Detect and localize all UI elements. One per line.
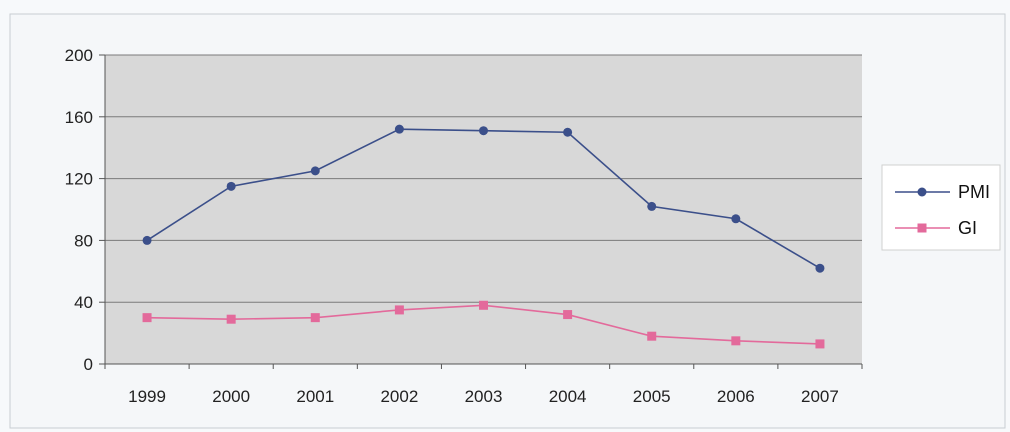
data-point-pmi	[731, 214, 741, 224]
data-point-gi	[142, 313, 152, 323]
data-point-pmi	[226, 181, 236, 191]
legend-marker-pmi	[917, 187, 927, 197]
data-point-gi	[563, 310, 573, 320]
x-tick-label: 2006	[717, 387, 755, 406]
data-point-pmi	[310, 166, 320, 176]
gridlines	[105, 54, 862, 303]
x-tick-label: 1999	[128, 387, 166, 406]
legend-marker-gi	[917, 223, 927, 233]
plot-area	[105, 55, 862, 364]
legend-label-pmi: PMI	[958, 182, 990, 202]
x-tick-label: 2005	[633, 387, 671, 406]
data-point-gi	[647, 331, 657, 341]
data-point-pmi	[394, 124, 404, 134]
series-layer	[142, 124, 825, 349]
legend-label-gi: GI	[958, 218, 977, 238]
x-tick-label: 2003	[465, 387, 503, 406]
legend-box	[881, 164, 1001, 251]
x-tick-label: 2000	[212, 387, 250, 406]
data-point-pmi	[563, 127, 573, 137]
data-point-gi	[310, 313, 320, 323]
data-point-pmi	[479, 126, 488, 136]
x-tick-label: 2001	[296, 387, 334, 406]
y-tick-label: 80	[74, 231, 93, 250]
x-tick-label: 2004	[549, 387, 587, 406]
y-tick-label: 120	[65, 170, 93, 189]
data-point-pmi	[647, 201, 657, 211]
data-point-gi	[394, 305, 404, 315]
data-point-gi	[731, 336, 741, 346]
data-point-gi	[479, 300, 488, 310]
y-tick-label: 0	[84, 355, 93, 374]
y-tick-label: 40	[74, 293, 93, 312]
data-point-gi	[815, 339, 825, 349]
axes: 0 40 80 120 160 200 1999 2000 2001 2002 2003 2004 20…	[65, 46, 863, 406]
x-tick-label: 2002	[380, 387, 418, 406]
data-point-pmi	[815, 263, 825, 273]
legend: PMI GI	[881, 164, 1001, 251]
data-point-pmi	[142, 235, 152, 245]
x-tick-label: 2007	[801, 387, 839, 406]
y-tick-label: 200	[65, 46, 93, 65]
y-tick-label: 160	[65, 108, 93, 127]
data-point-gi	[226, 314, 236, 324]
